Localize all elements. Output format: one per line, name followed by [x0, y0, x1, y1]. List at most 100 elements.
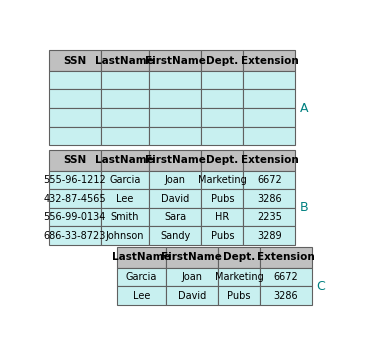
Text: LastName: LastName — [112, 252, 171, 262]
Bar — [49, 108, 101, 127]
Bar — [244, 90, 296, 108]
Bar — [201, 71, 244, 90]
Text: Extension: Extension — [241, 155, 298, 165]
Bar — [201, 90, 244, 108]
Bar — [201, 189, 244, 208]
Bar — [149, 127, 201, 145]
Text: Dept.: Dept. — [206, 55, 238, 66]
Bar — [166, 286, 218, 305]
Bar — [117, 268, 166, 286]
Bar — [49, 208, 101, 226]
Bar — [149, 50, 201, 71]
Bar — [244, 208, 296, 226]
Bar — [149, 226, 201, 245]
Bar — [149, 108, 201, 127]
Text: B: B — [300, 201, 308, 214]
Bar — [244, 171, 296, 189]
Bar — [101, 226, 149, 245]
Bar — [218, 247, 260, 268]
Bar — [260, 247, 312, 268]
Text: C: C — [317, 280, 325, 293]
Bar — [244, 127, 296, 145]
Bar — [149, 90, 201, 108]
Bar — [218, 286, 260, 305]
Text: Lee: Lee — [116, 194, 133, 203]
Bar — [101, 71, 149, 90]
Bar — [49, 50, 101, 71]
Bar — [101, 171, 149, 189]
Bar — [166, 268, 218, 286]
Text: LastName: LastName — [95, 55, 154, 66]
Bar — [244, 108, 296, 127]
Text: FirstName: FirstName — [161, 252, 222, 262]
Bar — [49, 226, 101, 245]
Bar — [260, 268, 312, 286]
Bar — [49, 150, 101, 171]
Bar — [101, 127, 149, 145]
Bar — [149, 189, 201, 208]
Bar — [201, 150, 244, 171]
Text: 2235: 2235 — [257, 212, 282, 222]
Text: FirstName: FirstName — [145, 155, 205, 165]
Bar — [49, 189, 101, 208]
Bar — [201, 226, 244, 245]
Bar — [49, 71, 101, 90]
Text: Johnson: Johnson — [106, 231, 144, 241]
Text: A: A — [300, 102, 308, 114]
Text: Pubs: Pubs — [210, 231, 234, 241]
Text: 3286: 3286 — [274, 291, 299, 301]
Bar — [101, 90, 149, 108]
Text: 6672: 6672 — [257, 175, 282, 185]
Text: Pubs: Pubs — [227, 291, 251, 301]
Bar — [101, 150, 149, 171]
Bar — [201, 171, 244, 189]
Bar — [201, 50, 244, 71]
Text: Marketing: Marketing — [215, 272, 263, 282]
Bar — [49, 127, 101, 145]
Bar — [201, 127, 244, 145]
Text: SSN: SSN — [63, 55, 86, 66]
Bar — [166, 247, 218, 268]
Text: Joan: Joan — [181, 272, 202, 282]
Text: SSN: SSN — [63, 155, 86, 165]
Text: Sara: Sara — [164, 212, 186, 222]
Bar — [149, 150, 201, 171]
Text: Smith: Smith — [110, 212, 139, 222]
Bar — [101, 189, 149, 208]
Text: David: David — [178, 291, 206, 301]
Text: 556-99-0134: 556-99-0134 — [43, 212, 106, 222]
Bar — [218, 268, 260, 286]
Bar — [49, 171, 101, 189]
Text: 686-33-8723: 686-33-8723 — [43, 231, 106, 241]
Text: HR: HR — [215, 212, 230, 222]
Bar — [117, 247, 166, 268]
Text: Dept.: Dept. — [223, 252, 255, 262]
Bar — [244, 189, 296, 208]
Bar — [201, 208, 244, 226]
Bar — [101, 208, 149, 226]
Bar — [149, 208, 201, 226]
Text: LastName: LastName — [95, 155, 154, 165]
Bar — [49, 90, 101, 108]
Bar — [244, 71, 296, 90]
Bar — [244, 50, 296, 71]
Bar — [244, 226, 296, 245]
Text: 3289: 3289 — [257, 231, 282, 241]
Text: Dept.: Dept. — [206, 155, 238, 165]
Text: FirstName: FirstName — [145, 55, 205, 66]
Bar — [201, 108, 244, 127]
Text: Lee: Lee — [133, 291, 150, 301]
Bar — [101, 108, 149, 127]
Text: David: David — [161, 194, 189, 203]
Text: Pubs: Pubs — [210, 194, 234, 203]
Bar — [244, 150, 296, 171]
Text: 6672: 6672 — [274, 272, 299, 282]
Text: Marketing: Marketing — [198, 175, 247, 185]
Text: 555-96-1212: 555-96-1212 — [43, 175, 106, 185]
Text: Garcia: Garcia — [126, 272, 157, 282]
Text: Extension: Extension — [257, 252, 315, 262]
Text: 3286: 3286 — [257, 194, 282, 203]
Text: Joan: Joan — [165, 175, 185, 185]
Bar — [149, 171, 201, 189]
Bar — [149, 71, 201, 90]
